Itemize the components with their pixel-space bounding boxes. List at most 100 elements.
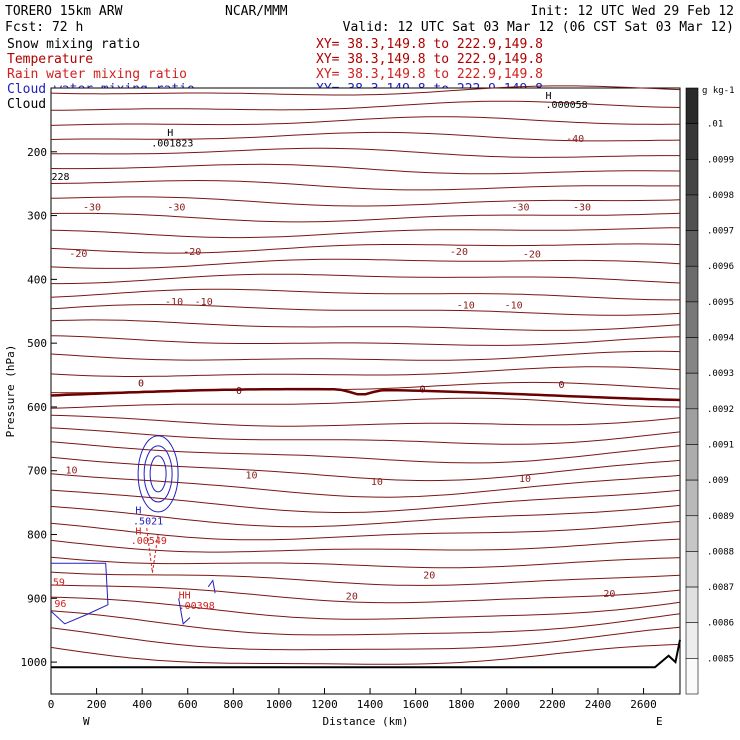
contour-labels: -40 -30 -30 -30 -30 -20 -20 -20 -20 -10 -10 -10 -10 0… [65, 134, 615, 602]
isotherm [50, 116, 680, 126]
y-tick-label: 500 [27, 337, 47, 350]
annotation-label: H [135, 505, 141, 516]
isotherm [50, 179, 680, 191]
isotherm [50, 521, 681, 541]
contour-label: -30 [83, 202, 101, 213]
contour-label: 10 [246, 470, 258, 481]
annotation-label: HH [179, 590, 191, 601]
x-tick-label: 0 [48, 698, 55, 711]
isotherm [50, 556, 681, 569]
colorbar-swatch [685, 158, 699, 196]
y-tick-label: 200 [27, 146, 47, 159]
colorbar-units: g kg-1 [702, 86, 735, 96]
field-label: Snow mixing ratio [7, 37, 140, 52]
isotherm [50, 456, 681, 482]
annotation-label: H [167, 128, 173, 139]
colorbar-label: .0098 [707, 191, 734, 201]
freezing-level-line [50, 387, 681, 402]
annotations: H.001823228H.000058H.5021H.00549HH.00398… [51, 91, 587, 612]
colorbar-swatch [685, 301, 699, 338]
valid-time: Valid: 12 UTC Sat 03 Mar 12 (06 CST Sat … [343, 20, 734, 35]
field-xy-range: XY= 38.3,149.8 to 222.9,149.8 [316, 52, 543, 67]
contour-label: 10 [371, 477, 383, 488]
forecast-hour: Fcst: 72 h [5, 20, 83, 35]
isotherm [50, 626, 681, 651]
colorbar-swatch [685, 87, 699, 124]
contour-label: 20 [423, 571, 435, 582]
x-tick-label: 2600 [630, 698, 657, 711]
colorbar-label: .0089 [707, 512, 734, 522]
colorbar-swatch [685, 265, 699, 303]
y-tick-label: 900 [27, 592, 47, 605]
isotherm [50, 335, 681, 346]
colorbar-swatch [685, 622, 699, 659]
cloud-water-contour [50, 562, 109, 625]
isotherm [50, 489, 681, 513]
x-tick-label: 1000 [266, 698, 293, 711]
annotation-label: 228 [51, 172, 69, 183]
x-tick-label: 1200 [311, 698, 338, 711]
contour-label: -40 [566, 134, 584, 145]
x-tick-label: 1400 [357, 698, 384, 711]
isotherm-lines [50, 85, 681, 665]
annotation-label: .00398 [179, 601, 215, 612]
colorbar-swatch [685, 551, 699, 588]
isotherm [50, 596, 681, 620]
field-xy-range: XY= 38.3,149.8 to 222.9,149.8 [316, 37, 543, 52]
cloud-water-contour [149, 455, 167, 493]
contour-label: -30 [167, 202, 185, 213]
annotation-label: H [135, 527, 141, 538]
isotherm [50, 610, 681, 636]
annotation-label: .001823 [151, 139, 193, 150]
isotherm [50, 350, 681, 361]
contour-label: 0 [138, 379, 144, 390]
contour-label: 20 [603, 589, 615, 600]
contour-label: 0 [236, 386, 242, 397]
cloud-water-contour [143, 445, 173, 503]
isotherm [50, 100, 681, 111]
center-title: NCAR/MMM [225, 4, 288, 19]
colorbar-swatch [685, 230, 699, 267]
isotherm [50, 131, 681, 142]
y-tick-label: 400 [27, 273, 47, 286]
y-tick-label: 800 [27, 529, 47, 542]
y-tick-label: 700 [27, 465, 47, 478]
isotherm [50, 258, 681, 269]
isotherm [50, 504, 681, 528]
colorbar-swatch [685, 515, 699, 552]
model-title: TORERO 15km ARW [5, 4, 123, 19]
y-axis-label: Pressure (hPa) [4, 345, 17, 438]
isotherm [50, 366, 681, 377]
x-axis-label: Distance (km) [322, 715, 408, 728]
x-tick-label: 1600 [402, 698, 429, 711]
isotherm [50, 319, 681, 331]
colorbar-label: .0092 [707, 405, 734, 415]
colorbar-label: .0086 [707, 619, 734, 629]
field-xy-range: XY= 38.3,149.8 to 222.9,149.8 [316, 67, 543, 82]
colorbar-swatch [685, 658, 699, 695]
axes: 0 200 400 600 800 1000 1200 1400 1600 1800 2000 220… [4, 146, 663, 728]
isotherm [51, 273, 681, 285]
colorbar-swatch [685, 123, 699, 160]
isotherm [50, 212, 681, 223]
isotherm [50, 441, 681, 464]
colorbar-label: .0095 [707, 298, 734, 308]
isotherm [50, 414, 681, 427]
colorbar-swatch [685, 479, 699, 517]
init-time: Init: 12 UTC Wed 29 Feb 12 [531, 4, 735, 19]
terrain-line [51, 639, 681, 669]
x-tick-label: 2200 [539, 698, 566, 711]
colorbar-label: .0088 [707, 547, 734, 557]
colorbar-label: .0091 [707, 440, 734, 450]
contour-label: -20 [523, 250, 541, 261]
x-tick-label: 400 [132, 698, 152, 711]
contour-label: -10 [165, 297, 183, 308]
x-tick-label: 800 [223, 698, 243, 711]
colorbar-swatch [685, 337, 699, 374]
cloud-water-contour [207, 579, 216, 594]
isotherm [50, 571, 681, 586]
x-tick-label: 600 [178, 698, 198, 711]
colorbar-label: .009 [707, 476, 729, 486]
isotherm [50, 643, 681, 665]
